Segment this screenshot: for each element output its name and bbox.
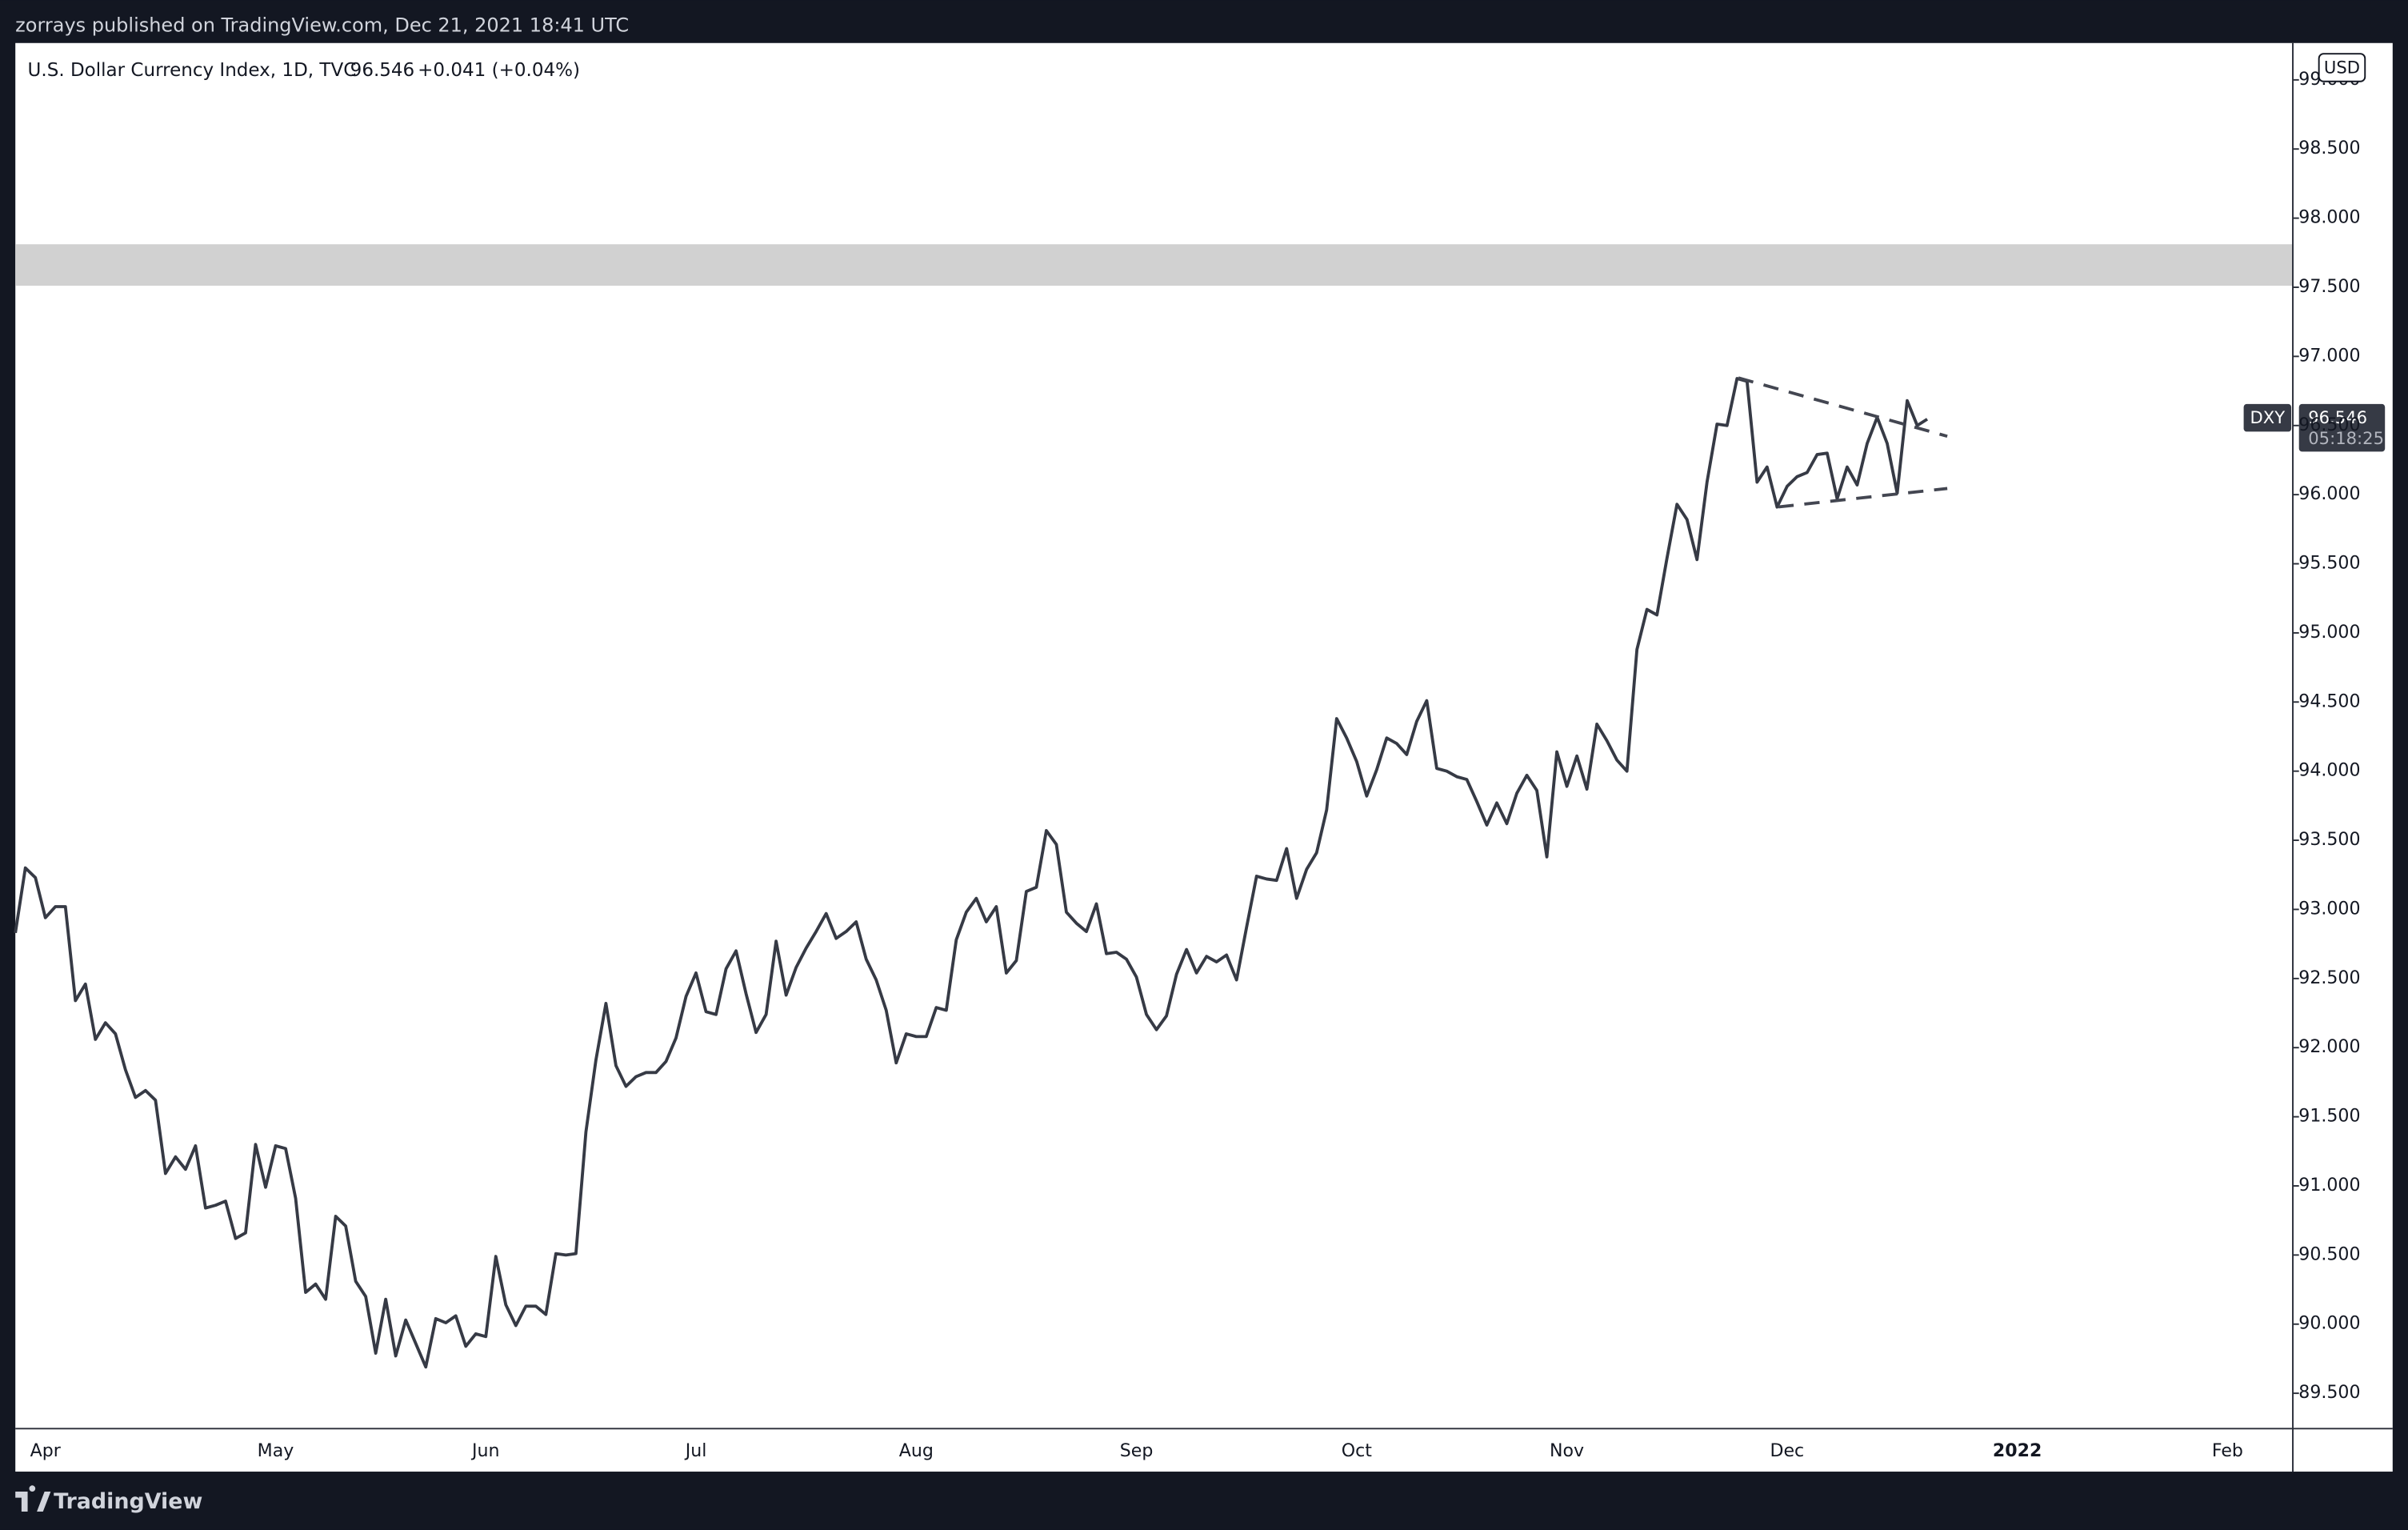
x-tick-label: Dec [1770, 1441, 1805, 1461]
y-tick-label: 96.000 [2298, 484, 2360, 504]
legend-change: +0.041 (+0.04%) [418, 60, 580, 81]
x-tick-label: May [258, 1441, 294, 1461]
y-tick-label: 94.500 [2298, 691, 2360, 711]
x-tick-label: Nov [1550, 1441, 1584, 1461]
currency-box[interactable] [2318, 53, 2366, 82]
y-tick-label: 95.500 [2298, 554, 2360, 574]
y-tick-label: 92.000 [2298, 1037, 2360, 1057]
symbol-label: DXY [2250, 407, 2286, 427]
brand-logo [15, 1485, 51, 1512]
x-tick-label: Apr [30, 1441, 62, 1461]
x-tick-label: Jul [684, 1441, 707, 1461]
symbol-tag [2243, 403, 2292, 432]
y-tick-label: 98.000 [2298, 208, 2360, 228]
y-tick-label: 94.000 [2298, 761, 2360, 781]
shaded-zone [15, 244, 2294, 286]
x-tick-label: Aug [899, 1441, 934, 1461]
y-tick-label: 98.500 [2298, 138, 2360, 158]
logo-mark [15, 1485, 51, 1512]
y-tick-label: 90.500 [2298, 1244, 2360, 1264]
plot [14, 377, 1929, 1369]
price-tag [2298, 403, 2386, 452]
price-tag-value: 96.546 [2308, 407, 2367, 427]
y-tick-label: 95.000 [2298, 623, 2360, 643]
legend-title: U.S. Dollar Currency Index, 1D, TVC [28, 60, 357, 81]
x-tick-label: Oct [1342, 1441, 1372, 1461]
x-tick-label: 2022 [1993, 1441, 2042, 1461]
y-tick-label: 93.500 [2298, 830, 2360, 850]
y-tick-label: 91.500 [2298, 1107, 2360, 1127]
trendline-lower [1778, 487, 1948, 509]
x-tick-label: Feb [2212, 1441, 2243, 1461]
y-tick-label: 93.000 [2298, 899, 2360, 919]
price-tag-countdown: 05:18:25 [2308, 428, 2384, 448]
x-tick-label: Jun [470, 1441, 499, 1461]
price-line [14, 377, 1929, 1369]
brand-name: TradingView [54, 1489, 202, 1514]
legend-price: 96.546 [350, 60, 415, 81]
currency-label[interactable]: USD [2324, 57, 2360, 77]
y-tick-label: 96.500 [2298, 415, 2360, 435]
y-tick-label: 89.500 [2298, 1383, 2360, 1403]
trendline-upper [1738, 376, 1948, 439]
y-tick-label: 97.500 [2298, 277, 2360, 297]
y-tick-label: 97.000 [2298, 346, 2360, 366]
y-tick-label: 90.000 [2298, 1314, 2360, 1334]
publish-header: zorrays published on TradingView.com, De… [15, 14, 629, 37]
y-tick-label: 91.000 [2298, 1176, 2360, 1196]
y-tick-label: 92.500 [2298, 968, 2360, 988]
x-tick-label: Sep [1120, 1441, 1154, 1461]
